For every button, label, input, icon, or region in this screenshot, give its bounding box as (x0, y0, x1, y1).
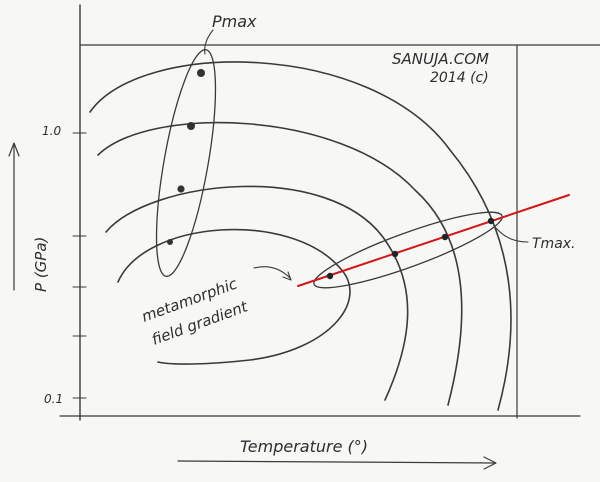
pt-path-1 (89, 61, 512, 411)
pmax-envelope (155, 49, 217, 277)
tmax-label: Tmax. (532, 236, 576, 252)
tmax-envelope (313, 211, 503, 289)
pmax-leader (204, 29, 214, 55)
x-axis-label: Temperature (°) (240, 437, 368, 456)
x-axis-arrow (177, 456, 497, 470)
tmax-point-2 (391, 250, 399, 258)
tmax-points (326, 217, 495, 280)
pt-paths (89, 61, 512, 411)
y-tick-label-2: 0.1 (44, 392, 63, 406)
credit-line-1: SANUJA.COM (392, 50, 489, 68)
metamorphic-field-gradient-line (297, 194, 570, 287)
gradient-label-leader (253, 266, 291, 279)
pmax-point-4 (167, 239, 173, 245)
gradient-label-arrowhead (282, 271, 292, 281)
credit-line-2: 2014 (c) (430, 70, 489, 86)
pt-path-2 (97, 121, 463, 406)
y-axis-arrow (8, 142, 20, 291)
pmax-points (167, 69, 205, 245)
pmax-label: Pmax (212, 12, 257, 31)
pmax-point-1 (197, 69, 205, 77)
pt-path-4 (117, 228, 351, 365)
pmax-point-3 (177, 185, 185, 193)
plot-frame (59, 4, 600, 421)
tmax-point-3 (441, 233, 449, 241)
tmax-leader (495, 227, 529, 243)
tmax-point-1 (326, 272, 334, 280)
y-tick-label-1: 1.0 (42, 124, 61, 138)
y-ticks (72, 132, 87, 399)
pmax-point-2 (187, 122, 195, 130)
pt-path-3 (105, 185, 409, 401)
y-axis-label: P (GPa) (32, 237, 50, 292)
tmax-point-4 (487, 217, 495, 225)
